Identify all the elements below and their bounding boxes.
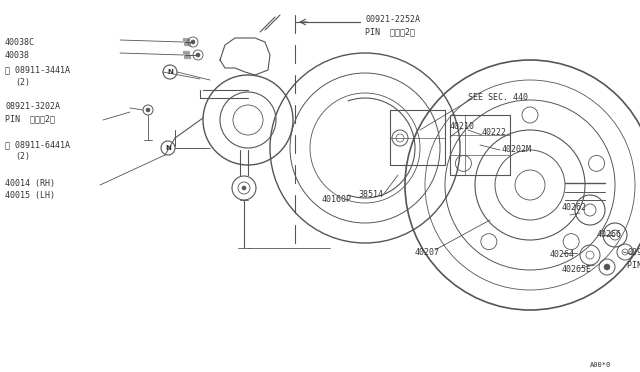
Text: A00*0: A00*0 bbox=[590, 362, 611, 368]
Text: PIN  ピン（2）: PIN ピン（2） bbox=[627, 260, 640, 269]
Circle shape bbox=[196, 53, 200, 57]
Circle shape bbox=[242, 186, 246, 190]
Text: ⓝ 08911-3441A: ⓝ 08911-3441A bbox=[5, 65, 70, 74]
Text: 38514: 38514 bbox=[358, 190, 383, 199]
Text: N: N bbox=[167, 69, 173, 75]
Text: PIN  ピン（2）: PIN ピン（2） bbox=[365, 27, 415, 36]
Text: N: N bbox=[165, 145, 171, 151]
Text: (2): (2) bbox=[15, 152, 30, 161]
Text: 40264: 40264 bbox=[550, 250, 575, 259]
Text: 00921-2252A: 00921-2252A bbox=[365, 15, 420, 24]
Text: 40038: 40038 bbox=[5, 51, 30, 60]
Text: 08921-3202A: 08921-3202A bbox=[5, 102, 60, 111]
Text: PIN  ピン（2）: PIN ピン（2） bbox=[5, 114, 55, 123]
Text: 40266: 40266 bbox=[597, 230, 622, 239]
Text: 00921-5402A: 00921-5402A bbox=[627, 248, 640, 257]
Text: 40207: 40207 bbox=[415, 248, 440, 257]
Text: 40160P: 40160P bbox=[322, 195, 352, 204]
Text: SEE SEC. 440: SEE SEC. 440 bbox=[468, 93, 528, 102]
Text: 40038C: 40038C bbox=[5, 38, 35, 47]
Text: 40262: 40262 bbox=[562, 203, 587, 212]
Text: 40265E: 40265E bbox=[562, 265, 592, 274]
Text: 40210: 40210 bbox=[450, 122, 475, 131]
Text: 40202M: 40202M bbox=[502, 145, 532, 154]
Text: (2): (2) bbox=[15, 78, 30, 87]
Text: 40222: 40222 bbox=[482, 128, 507, 137]
Text: ⓝ 08911-6441A: ⓝ 08911-6441A bbox=[5, 140, 70, 149]
Circle shape bbox=[191, 40, 195, 44]
Text: 40015 (LH): 40015 (LH) bbox=[5, 191, 55, 200]
Text: 40014 (RH): 40014 (RH) bbox=[5, 179, 55, 188]
Circle shape bbox=[604, 264, 610, 270]
Circle shape bbox=[146, 108, 150, 112]
